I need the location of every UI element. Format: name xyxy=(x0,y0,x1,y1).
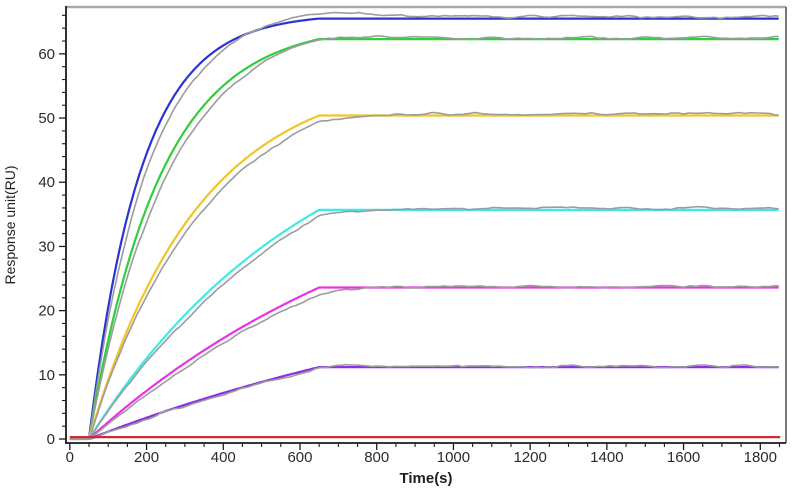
x-tick-label: 800 xyxy=(364,449,389,466)
raw-trace-curve-blue xyxy=(69,11,779,441)
x-tick-label: 1600 xyxy=(667,449,700,466)
raw-trace-curve-green xyxy=(69,35,779,440)
raw-trace-curve-cyan xyxy=(69,205,779,440)
fit-curve-gold xyxy=(87,114,779,440)
x-tick-label: 1000 xyxy=(437,449,470,466)
x-tick-label: 600 xyxy=(287,449,312,466)
raw-trace-curve-gold xyxy=(69,111,779,441)
plot-generated-content: 0 200 400 600 800 1000 1200 1400 1600 1800 0 10 20 30… xyxy=(38,5,787,466)
raw-trace-curve-magenta xyxy=(69,284,779,440)
y-axis-title: Response unit(RU) xyxy=(2,165,18,284)
fit-curve-magenta xyxy=(88,286,779,440)
x-tick-label: 400 xyxy=(211,449,236,466)
x-tick-label: 1200 xyxy=(513,449,546,466)
y-tick-label: 50 xyxy=(38,110,55,127)
x-tick-label: 1800 xyxy=(744,449,777,466)
y-tick-label: 30 xyxy=(38,238,55,255)
y-tick-label: 10 xyxy=(38,367,55,384)
fit-curve-blue xyxy=(87,17,779,440)
fit-curve-violet xyxy=(88,366,779,441)
x-tick-label: 200 xyxy=(134,449,159,466)
x-axis-title: Time(s) xyxy=(399,470,452,487)
y-tick-label: 20 xyxy=(38,303,55,320)
x-tick-label: 0 xyxy=(66,449,74,466)
fit-curve-green xyxy=(87,38,779,440)
raw-trace-curve-violet xyxy=(69,363,779,441)
y-tick-label: 0 xyxy=(47,431,55,448)
curves-group xyxy=(69,11,781,441)
y-tick-label: 40 xyxy=(38,174,55,191)
y-tick-label: 60 xyxy=(38,46,55,63)
x-tick-label: 1400 xyxy=(590,449,623,466)
